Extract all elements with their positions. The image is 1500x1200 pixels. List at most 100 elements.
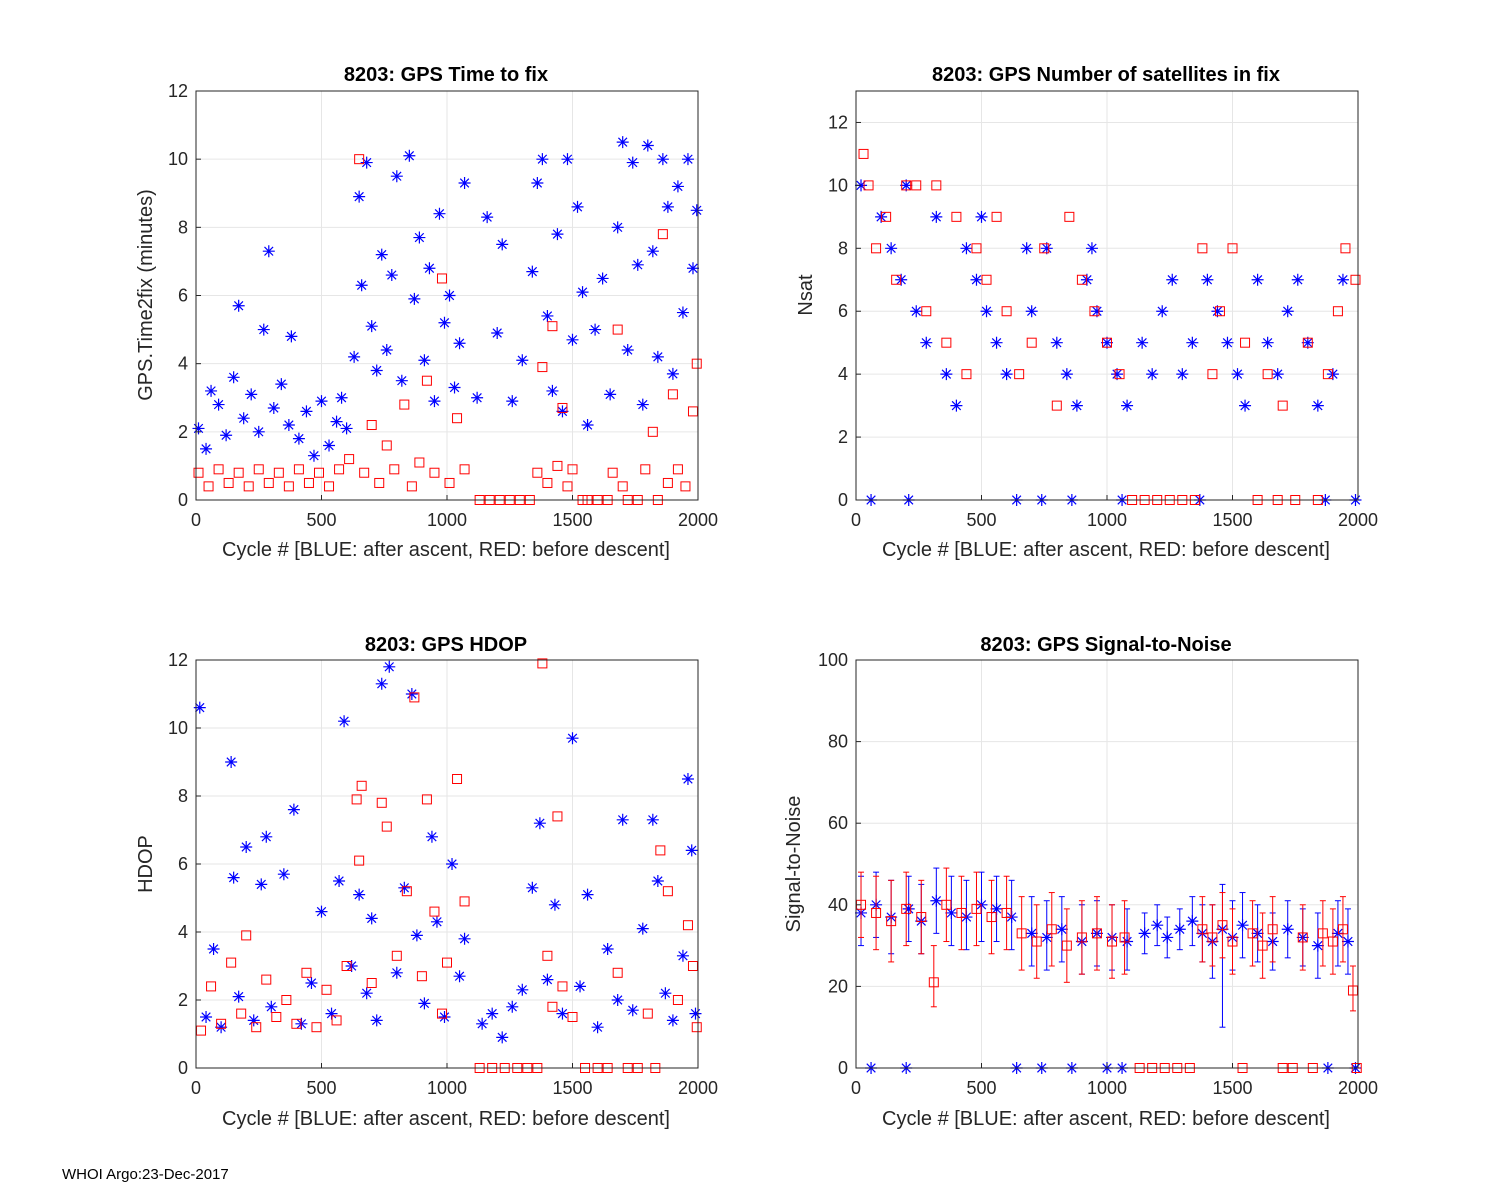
data-point	[971, 903, 982, 914]
data-point	[255, 878, 268, 891]
data-point	[200, 442, 213, 455]
data-point	[200, 1011, 213, 1023]
x-tick-label: 2000	[678, 510, 718, 530]
data-point	[251, 1022, 262, 1033]
data-point	[241, 930, 252, 941]
data-point	[612, 967, 623, 978]
data-point	[611, 221, 624, 234]
data-point	[561, 153, 574, 166]
y-tick-label: 6	[178, 286, 188, 306]
series-before-descent	[856, 867, 1362, 1073]
data-point	[330, 415, 343, 428]
data-point	[1236, 919, 1249, 932]
y-tick-label: 8	[178, 217, 188, 237]
data-point	[566, 732, 579, 745]
y-tick-label: 4	[838, 364, 848, 384]
data-point	[1197, 924, 1208, 935]
y-tick-label: 8	[838, 238, 848, 258]
footer-stamp: WHOI Argo:23-Dec-2017	[62, 1166, 229, 1183]
data-point	[307, 449, 320, 462]
y-tick-label: 0	[178, 1058, 188, 1078]
data-point	[875, 210, 888, 223]
data-point	[1031, 936, 1042, 947]
data-point	[1240, 337, 1251, 348]
data-point	[1111, 368, 1124, 381]
data-point	[636, 922, 649, 935]
data-point	[1347, 985, 1358, 996]
data-point	[950, 399, 963, 412]
data-point	[672, 464, 683, 475]
data-point	[344, 454, 355, 465]
data-point	[253, 464, 264, 475]
data-point	[348, 350, 361, 363]
data-point	[491, 326, 504, 339]
data-point	[496, 238, 509, 251]
data-point	[410, 929, 423, 942]
data-point	[291, 1018, 302, 1029]
data-point	[353, 190, 366, 203]
x-tick-label: 1000	[1087, 1078, 1127, 1098]
data-point	[192, 422, 205, 435]
panel-title: 8203: GPS Signal-to-Noise	[980, 634, 1231, 656]
data-point	[338, 715, 351, 728]
data-point	[356, 780, 367, 791]
data-point	[381, 821, 392, 832]
data-point	[916, 912, 927, 923]
data-point	[931, 180, 942, 191]
data-point	[1332, 306, 1343, 317]
data-point	[196, 1025, 207, 1036]
data-point	[1297, 932, 1308, 943]
data-point	[631, 258, 644, 271]
data-point	[526, 265, 539, 278]
data-point	[418, 354, 431, 367]
x-tick-label: 1000	[427, 1078, 467, 1098]
y-tick-label: 10	[168, 149, 188, 169]
data-point	[689, 1007, 702, 1020]
y-tick-label: 12	[168, 81, 188, 101]
data-point	[265, 1000, 278, 1013]
data-point	[961, 369, 972, 380]
data-point	[691, 1022, 702, 1033]
data-point	[1039, 243, 1050, 254]
data-point	[642, 1008, 653, 1019]
data-point	[366, 978, 377, 988]
data-point	[611, 994, 624, 1006]
data-point	[1055, 923, 1068, 936]
data-point	[359, 467, 370, 478]
data-point	[546, 384, 559, 397]
y-tick-label: 8	[178, 786, 188, 806]
data-point	[321, 984, 332, 995]
data-point	[237, 412, 250, 425]
data-point	[283, 481, 294, 492]
data-point	[1186, 336, 1199, 349]
data-point	[436, 1008, 447, 1019]
data-point	[354, 855, 365, 866]
data-point	[1277, 400, 1288, 411]
data-point	[506, 1000, 519, 1013]
data-point	[293, 464, 304, 475]
data-point	[1207, 369, 1218, 380]
data-point	[458, 177, 471, 190]
data-point	[315, 905, 328, 918]
data-point	[1040, 931, 1053, 944]
data-point	[895, 273, 908, 286]
x-tick-label: 1500	[1212, 1078, 1252, 1098]
data-point	[442, 957, 452, 968]
data-point	[1337, 924, 1348, 935]
data-point	[971, 243, 982, 254]
data-point	[567, 1012, 578, 1022]
data-point	[257, 323, 270, 336]
data-point	[240, 841, 253, 853]
data-point	[532, 467, 543, 478]
panel-hdop: 0 500 1000 1500 2000 0 2 4 6 8 10 12 8203: GPS HDOP…	[135, 634, 718, 1130]
y-tick-label: 2	[178, 990, 188, 1010]
data-point	[1350, 274, 1361, 285]
data-point	[1317, 928, 1328, 939]
data-point	[576, 286, 589, 299]
data-point	[930, 210, 943, 223]
data-point	[871, 243, 882, 254]
data-point	[661, 200, 674, 213]
data-point	[213, 464, 224, 475]
x-tick-label: 500	[966, 1078, 996, 1098]
data-point	[353, 888, 366, 901]
